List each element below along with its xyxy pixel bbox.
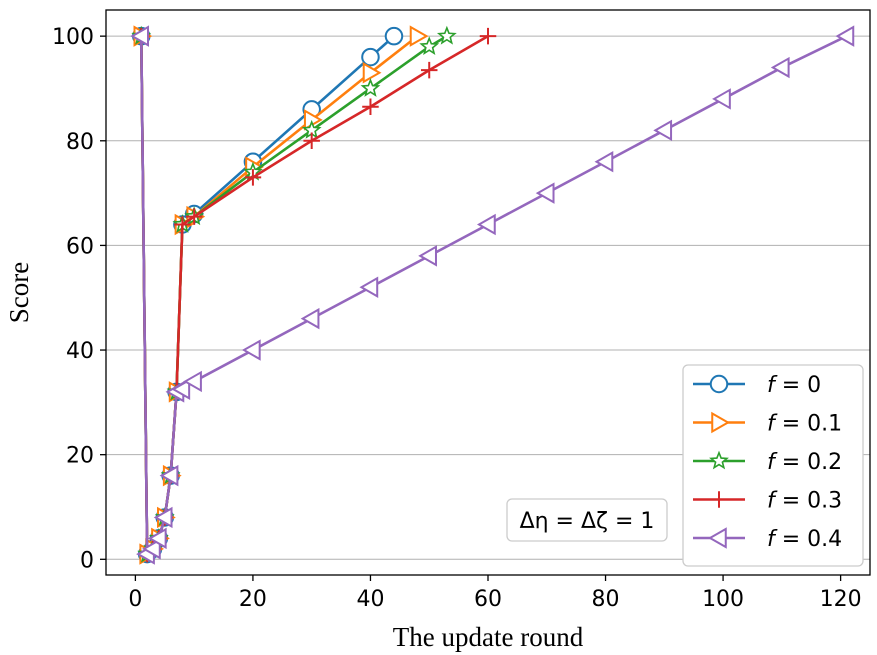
parameter-annotation: Δη = Δζ = 1 (506, 498, 668, 542)
annotation-text: Δη = Δζ = 1 (520, 509, 655, 534)
y-tick-label: 100 (52, 25, 94, 50)
legend-label: f = 0.3 (767, 489, 842, 514)
y-tick-label: 60 (66, 234, 94, 259)
y-axis-ticks: 0 20 40 60 80 100 (52, 25, 106, 573)
x-tick-label: 20 (239, 587, 267, 612)
data-point (476, 213, 496, 236)
data-point (359, 276, 379, 298)
y-tick-label: 40 (66, 339, 94, 364)
data-point (183, 370, 202, 393)
data-point (362, 98, 379, 116)
data-point (409, 25, 429, 47)
data-point (174, 216, 191, 233)
legend-item: f = 0.2 (693, 450, 842, 475)
x-tick-label: 80 (592, 587, 620, 612)
y-tick-label: 20 (66, 444, 94, 469)
data-point (712, 88, 731, 110)
legend: f = 0 f = 0.1 f = 0.2 f = 0.3 f = 0.4 (682, 364, 864, 567)
legend-marker (707, 527, 727, 549)
legend-item: f = 0.1 (693, 412, 842, 437)
x-tick-label: 60 (474, 587, 502, 612)
data-point (185, 208, 203, 225)
y-tick-label: 80 (66, 130, 94, 155)
data-point (141, 538, 161, 560)
y-tick-label: 0 (80, 548, 94, 573)
data-point (362, 62, 382, 84)
legend-label: f = 0.2 (767, 450, 842, 475)
data-point (835, 25, 855, 47)
data-point (419, 36, 440, 56)
data-point (159, 464, 179, 487)
series-2 (131, 25, 457, 563)
data-point (418, 245, 437, 267)
x-tick-label: 100 (702, 587, 744, 612)
data-point (130, 25, 150, 47)
legend-marker (710, 491, 728, 508)
data-point (384, 26, 404, 46)
data-point (420, 61, 438, 79)
data-point (535, 182, 555, 204)
data-point (153, 506, 173, 529)
legend-marker (711, 411, 731, 434)
x-tick-label: 0 (128, 587, 142, 612)
data-point (653, 119, 673, 142)
plot-series (130, 25, 855, 565)
series-line (139, 35, 448, 556)
legend-item: f = 0.3 (693, 489, 842, 514)
x-axis-label: The update round (393, 622, 584, 652)
legend-label: f = 0 (767, 373, 821, 398)
data-point (436, 25, 457, 45)
legend-label: f = 0.4 (767, 527, 842, 552)
y-axis-label: Score (4, 262, 34, 323)
data-point (147, 527, 167, 550)
data-point (360, 78, 381, 97)
data-point (594, 150, 614, 173)
legend-marker (709, 450, 729, 470)
data-point (244, 169, 262, 186)
data-point (770, 56, 790, 79)
data-point (479, 27, 497, 45)
data-point (303, 132, 320, 150)
data-point (361, 47, 380, 67)
legend-item: f = 0 (693, 373, 821, 398)
legend-item: f = 0.4 (693, 527, 842, 552)
x-axis-ticks: 0 20 40 60 80 100 120 (128, 575, 862, 612)
x-tick-label: 40 (356, 587, 384, 612)
x-tick-label: 120 (820, 587, 862, 612)
data-point (300, 307, 320, 330)
legend-label: f = 0.1 (767, 412, 842, 437)
data-point (241, 339, 261, 361)
data-point (171, 378, 191, 401)
series-4 (130, 25, 855, 565)
legend-marker (709, 374, 729, 394)
